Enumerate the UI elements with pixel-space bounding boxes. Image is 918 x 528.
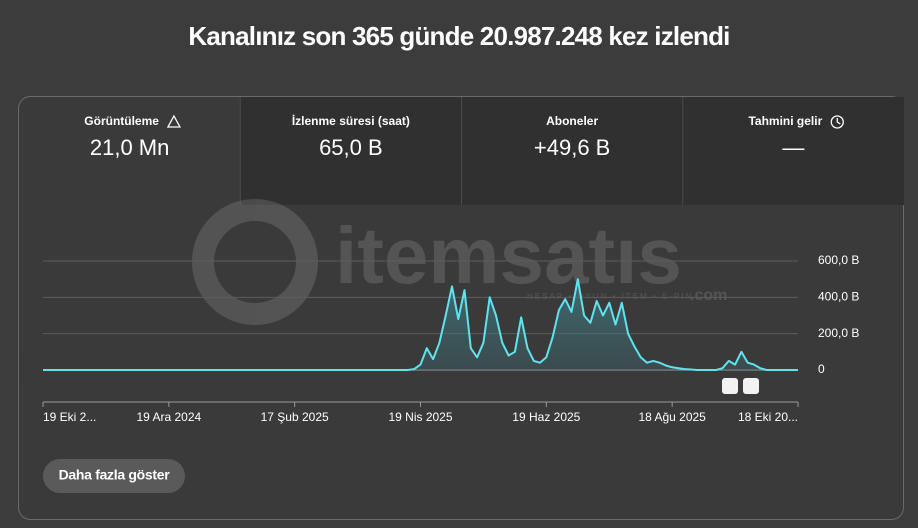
event-icon[interactable] <box>722 378 738 394</box>
metric-tab[interactable] <box>461 97 683 205</box>
metric-label: Aboneler <box>546 114 598 128</box>
x-tick-label: 17 Şub 2025 <box>261 410 329 424</box>
metric-label: İzlenme süresi (saat) <box>292 113 410 128</box>
y-tick-label: 0 <box>818 362 825 376</box>
x-tick-label: 18 Eki 20... <box>738 410 798 424</box>
watermark-logo <box>192 199 318 325</box>
show-more-label[interactable]: Daha fazla göster <box>59 467 171 483</box>
x-tick-label: 19 Ara 2024 <box>136 410 201 424</box>
metric-label: Görüntüleme <box>84 114 159 128</box>
metric-value: 65,0 B <box>319 135 383 160</box>
watermark: itemsatıs HESAP • OYUN • İTEM • E-PIN .c… <box>192 199 727 325</box>
metric-tabs: Görüntüleme 21,0 Mn İzlenme süresi (saat) 6… <box>84 97 904 205</box>
y-tick-label: 600,0 B <box>818 253 859 267</box>
metric-tab[interactable] <box>240 97 462 205</box>
clock-hand <box>836 118 841 125</box>
metric-value: 21,0 Mn <box>90 135 170 160</box>
event-icon[interactable] <box>743 378 759 394</box>
watermark-tagline: HESAP • OYUN • İTEM • E-PIN <box>527 292 693 301</box>
show-more-button[interactable] <box>43 459 185 493</box>
x-tick-label: 19 Nis 2025 <box>388 410 452 424</box>
y-tick-label: 200,0 B <box>818 326 859 340</box>
line <box>43 278 798 371</box>
watermark-brand: itemsatıs <box>335 211 682 300</box>
x-tick-label: 18 Ağu 2025 <box>638 410 706 424</box>
chart: 0 200,0 B 400,0 B 600,0 B 19 Eki 2... 19 Ara … <box>42 253 859 424</box>
clock-icon <box>830 115 844 129</box>
warning-icon <box>166 114 182 128</box>
area <box>43 279 798 370</box>
y-tick-label: 400,0 B <box>818 290 859 304</box>
watermark-domain: .com <box>690 287 727 304</box>
x-tick-label: 19 Haz 2025 <box>512 410 580 424</box>
page-title: Kanalınız son 365 günde 20.987.248 kez i… <box>188 21 729 51</box>
x-tick-label: 19 Eki 2... <box>43 410 96 424</box>
metric-label: Tahmini gelir <box>748 114 822 128</box>
metric-value: +49,6 B <box>534 135 610 160</box>
metric-tab[interactable] <box>682 97 904 205</box>
metric-value: — <box>782 135 804 160</box>
